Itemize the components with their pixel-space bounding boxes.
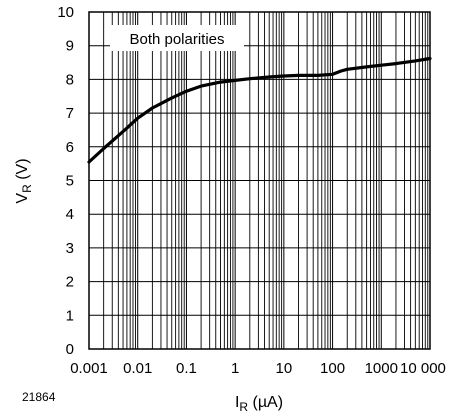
y-axis-label-sub: R	[20, 184, 34, 193]
x-tick-label: 0.1	[176, 360, 197, 377]
x-tick-label: 0.01	[123, 360, 152, 377]
figure-id: 21864	[22, 390, 56, 404]
annotation-box	[110, 25, 244, 51]
x-tick-label: 1	[231, 360, 239, 377]
x-tick-label: 10	[276, 360, 293, 377]
x-axis-label-unit: (µA)	[248, 394, 283, 411]
y-axis-label: VR (V)	[14, 158, 34, 203]
y-tick-label: 9	[66, 38, 74, 55]
y-tick-label: 10	[57, 4, 74, 21]
x-tick-label: 0.001	[70, 360, 108, 377]
y-tick-label: 8	[66, 71, 74, 88]
y-tick-label: 6	[66, 139, 74, 156]
series-line	[87, 56, 432, 164]
y-axis-label-main: V	[14, 193, 31, 204]
y-tick-labels: 0 1 2 3 4 5 6 7 8 9 10	[57, 4, 74, 358]
y-tick-label: 1	[66, 307, 74, 324]
y-tick-label: 4	[66, 206, 74, 223]
y-tick-label: 5	[66, 173, 74, 190]
x-tick-label: 10 000	[400, 360, 446, 377]
x-axis-label: IR (µA)	[235, 394, 283, 414]
y-tick-label: 7	[66, 105, 74, 122]
x-tick-label: 100	[320, 360, 345, 377]
x-tick-label: 1000	[365, 360, 398, 377]
y-axis-label-unit: (V)	[14, 158, 31, 184]
annotation-label: Both polarities	[129, 31, 224, 48]
x-axis-label-sub: R	[239, 400, 248, 414]
y-tick-label: 0	[66, 341, 74, 358]
plot-frame	[88, 11, 431, 350]
grid	[89, 12, 430, 349]
x-tick-labels: 0.001 0.01 0.1 1 10 100 1000 10 000	[70, 360, 446, 377]
y-tick-label: 2	[66, 274, 74, 291]
y-tick-label: 3	[66, 240, 74, 257]
series-group	[87, 56, 432, 164]
x-axis-label-main: I	[235, 394, 239, 411]
